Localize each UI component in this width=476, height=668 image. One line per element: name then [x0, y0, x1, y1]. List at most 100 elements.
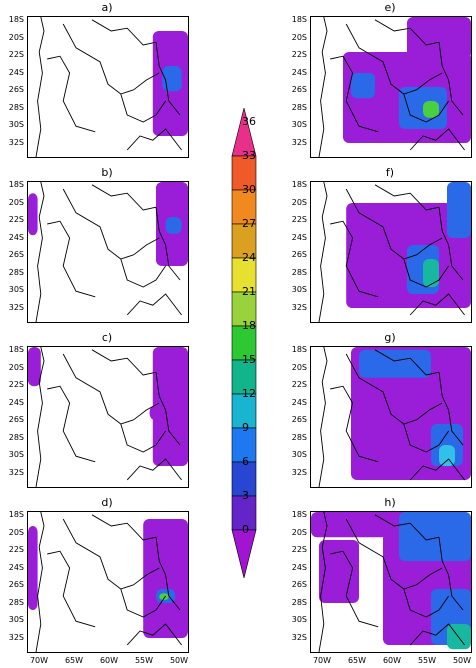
lat-tick-label: 22S [291, 50, 307, 59]
border-line [374, 19, 440, 46]
precip-region [28, 347, 41, 387]
map-panel [310, 511, 472, 653]
map-panel [310, 181, 472, 323]
lat-tick-label: 20S [291, 32, 307, 42]
precip-region [28, 193, 38, 236]
precip-region [423, 101, 439, 118]
border-line [126, 623, 182, 646]
precipitation-map [318, 17, 471, 157]
lat-tick-label: 18S [291, 510, 307, 519]
lat-tick-label: 28S [291, 432, 307, 442]
lat-tick-label: 18S [8, 345, 24, 354]
border-line [403, 588, 449, 618]
lat-tick-label: 20S [291, 197, 307, 207]
colorbar-graphic [231, 108, 257, 578]
lat-tick-label: 24S [8, 397, 24, 407]
border-line [47, 55, 96, 133]
panel-title: b) [101, 166, 113, 179]
lat-tick-label: 24S [8, 67, 24, 77]
lat-tick-label: 30S [291, 285, 307, 294]
lat-tick-label: 22S [8, 215, 24, 224]
lat-tick-label: 26S [291, 250, 307, 259]
border-line [409, 458, 465, 481]
precip-region [319, 540, 359, 603]
lat-tick-label: 18S [291, 15, 307, 24]
precip-region [149, 405, 160, 420]
precip-region [152, 347, 188, 466]
lat-tick-label: 20S [8, 197, 24, 207]
lon-tick-label: 50W [169, 656, 189, 665]
lon-tick-label: 55W [134, 656, 154, 665]
colorbar-label: 18 [242, 319, 256, 332]
lat-tick-label: 30S [8, 450, 24, 459]
colorbar-segment [231, 189, 257, 225]
border-line [47, 220, 96, 298]
precipitation-map [35, 17, 188, 157]
panel-title: c) [101, 331, 113, 344]
precip-region [165, 217, 182, 234]
lon-tick-label: 70W [29, 656, 49, 665]
lat-tick-label: 24S [8, 232, 24, 242]
lat-tick-label: 26S [8, 580, 24, 589]
border-line [62, 353, 134, 425]
border-line [416, 402, 443, 421]
lat-tick-label: 22S [8, 380, 24, 389]
border-line [133, 72, 160, 91]
border-line [120, 258, 166, 288]
precip-region [439, 445, 455, 466]
precip-region [423, 259, 439, 287]
precip-region [162, 66, 182, 92]
map-panel [27, 16, 189, 158]
lat-tick-label: 28S [8, 102, 24, 112]
precip-region [28, 526, 38, 610]
border-line [133, 402, 160, 421]
precip-region [359, 349, 431, 378]
colorbar-bottom-triangle [231, 529, 257, 578]
lat-tick-label: 32S [291, 137, 307, 147]
lat-tick-label: 30S [8, 615, 24, 624]
border-line [126, 458, 182, 481]
colorbar-label: 21 [242, 285, 256, 298]
lat-tick-label: 24S [291, 67, 307, 77]
lat-tick-label: 22S [291, 215, 307, 224]
lat-tick-label: 22S [8, 545, 24, 554]
lat-tick-label: 32S [8, 137, 24, 147]
precip-region [351, 73, 375, 99]
border-line [438, 42, 464, 116]
border-line [345, 518, 417, 590]
border-line [330, 550, 379, 628]
border-line [155, 42, 181, 116]
precipitation-map [318, 182, 471, 322]
precip-region [159, 593, 169, 601]
colorbar-label: 9 [242, 421, 249, 434]
panel-title: a) [101, 1, 113, 14]
precip-region [399, 512, 471, 561]
lat-tick-label: 28S [291, 597, 307, 607]
border-line [91, 184, 157, 211]
lat-tick-label: 32S [291, 302, 307, 312]
border-line [330, 220, 379, 298]
border-line [318, 182, 328, 322]
border-line [416, 72, 443, 91]
colorbar-label: 33 [242, 149, 256, 162]
border-line [409, 128, 465, 151]
border-line [126, 293, 182, 316]
border-line [62, 518, 134, 590]
lat-tick-label: 18S [291, 345, 307, 354]
border-line [374, 514, 440, 541]
border-line [403, 423, 449, 453]
border-line [330, 385, 379, 463]
lat-tick-label: 18S [8, 510, 24, 519]
border-line [133, 567, 160, 586]
precip-region [447, 624, 471, 650]
colorbar-label: 6 [242, 455, 249, 468]
panel-title: g) [384, 331, 396, 344]
border-line [91, 349, 157, 376]
lon-tick-label: 50W [452, 656, 472, 665]
lat-tick-label: 18S [8, 15, 24, 24]
border-line [318, 347, 328, 487]
border-line [155, 537, 181, 611]
colorbar-label: 15 [242, 353, 256, 366]
precip-region [407, 17, 471, 59]
colorbar-label: 3 [242, 489, 249, 502]
